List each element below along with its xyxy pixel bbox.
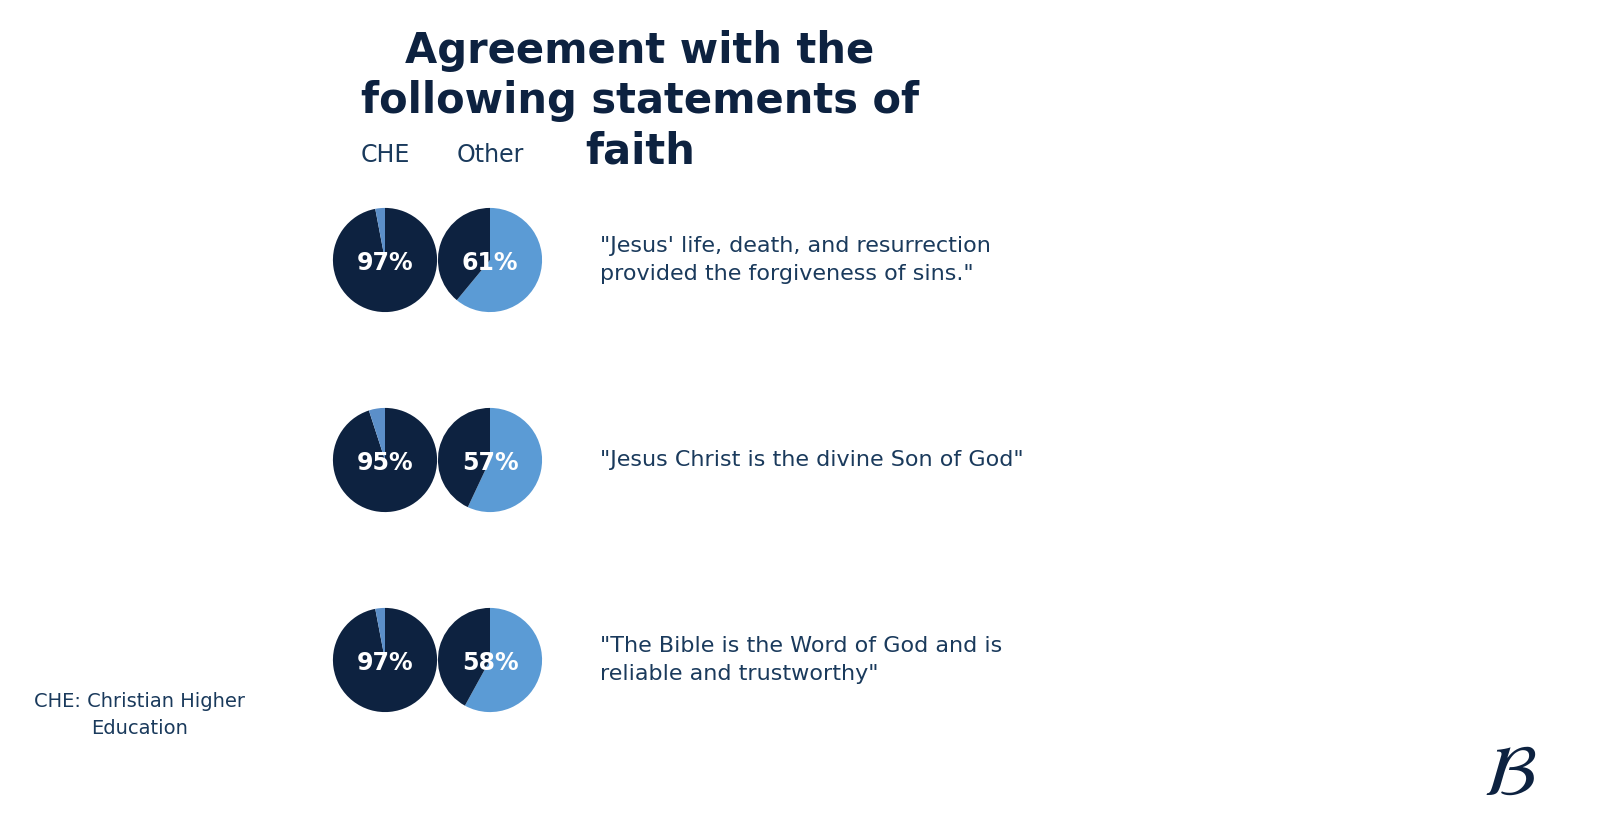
Text: 97%: 97% bbox=[357, 250, 413, 275]
Text: 57%: 57% bbox=[462, 450, 518, 475]
Text: CHE: CHE bbox=[360, 143, 410, 167]
Text: "The Bible is the Word of God and is
reliable and trustworthy": "The Bible is the Word of God and is rel… bbox=[600, 636, 1002, 684]
Text: 97%: 97% bbox=[357, 651, 413, 675]
Wedge shape bbox=[333, 408, 437, 512]
Text: 95%: 95% bbox=[357, 450, 413, 475]
Text: $\mathcal{B}$: $\mathcal{B}$ bbox=[1483, 741, 1536, 810]
Text: CHE: Christian Higher
Education: CHE: Christian Higher Education bbox=[35, 692, 245, 738]
Wedge shape bbox=[466, 608, 542, 712]
Text: "Jesus' life, death, and resurrection
provided the forgiveness of sins.": "Jesus' life, death, and resurrection pr… bbox=[600, 236, 990, 284]
Wedge shape bbox=[467, 408, 542, 512]
Text: 58%: 58% bbox=[462, 651, 518, 675]
Wedge shape bbox=[438, 608, 490, 706]
Text: Other: Other bbox=[456, 143, 523, 167]
Text: Agreement with the
following statements of
faith: Agreement with the following statements … bbox=[362, 30, 918, 172]
Wedge shape bbox=[376, 208, 386, 260]
Wedge shape bbox=[333, 608, 437, 712]
Wedge shape bbox=[370, 408, 386, 460]
Text: "Jesus Christ is the divine Son of God": "Jesus Christ is the divine Son of God" bbox=[600, 450, 1024, 470]
Wedge shape bbox=[438, 408, 490, 507]
Wedge shape bbox=[458, 208, 542, 312]
Wedge shape bbox=[333, 208, 437, 312]
Wedge shape bbox=[438, 208, 490, 300]
Text: 61%: 61% bbox=[462, 250, 518, 275]
Wedge shape bbox=[376, 608, 386, 660]
